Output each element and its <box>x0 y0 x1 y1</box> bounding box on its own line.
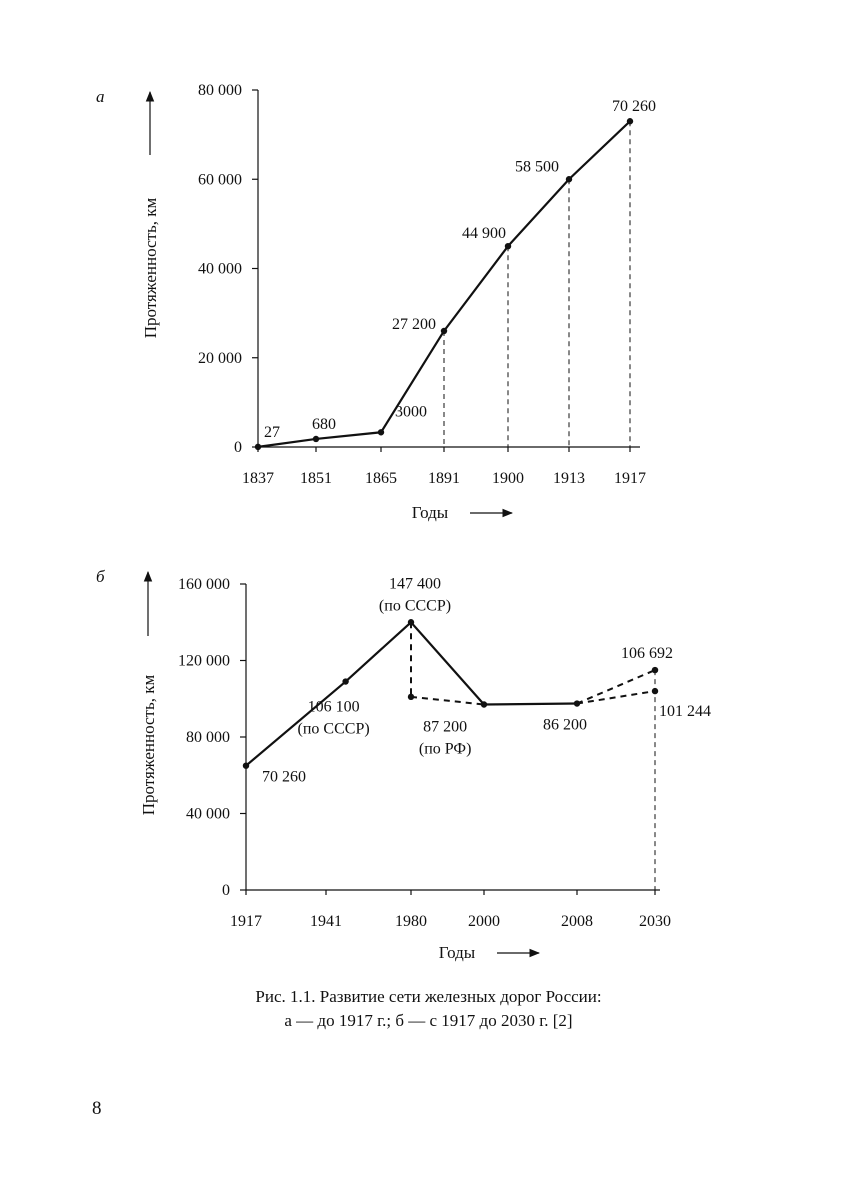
x-tick-label-a: 1891 <box>428 470 460 487</box>
data-point-a <box>440 327 448 335</box>
page-number: 8 <box>92 1098 102 1119</box>
data-point-b <box>573 700 581 707</box>
y-tick-label-b: 120 000 <box>178 653 230 670</box>
y-tick-label-b: 0 <box>222 882 230 899</box>
y-tick-label-b: 80 000 <box>186 729 230 746</box>
caption-line-2: а — до 1917 г.; б — с 1917 до 2030 г. [2… <box>284 1011 573 1030</box>
panel-label-a: а <box>96 87 105 106</box>
data-label-a: 3000 <box>395 403 427 420</box>
x-tick-label-a: 1900 <box>492 470 524 487</box>
x-tick-label-b: 1980 <box>395 913 427 930</box>
x-axis-title-a: Годы <box>412 503 449 522</box>
series-line-b <box>576 669 656 705</box>
annotation-b: 86 200 <box>543 717 587 734</box>
annotation-b: 147 400 <box>389 575 441 592</box>
x-tick-label-a: 1851 <box>300 470 332 487</box>
x-tick-label-a: 1917 <box>614 470 646 487</box>
annotation-b: (по СССР) <box>298 721 370 738</box>
annotation-b: (по РФ) <box>419 740 471 757</box>
x-axis-title-b: Годы <box>439 943 476 962</box>
data-label-a: 680 <box>312 416 336 433</box>
data-label-a: 58 500 <box>515 158 559 175</box>
data-point-a <box>626 118 634 125</box>
caption-line-1: Рис. 1.1. Развитие сети железных дорог Р… <box>255 987 602 1006</box>
x-tick-label-a: 1865 <box>365 470 397 487</box>
data-label-a: 44 900 <box>462 225 506 242</box>
data-point-a <box>312 435 320 443</box>
y-tick-label-a: 20 000 <box>198 350 242 367</box>
x-tick-label-a: 1837 <box>242 470 274 487</box>
data-point-b <box>480 701 488 708</box>
annotation-b: 106 100 <box>308 699 360 716</box>
panel-label-b: б <box>96 567 105 586</box>
data-point-b <box>651 666 659 674</box>
data-point-b <box>651 687 659 695</box>
series-line-b <box>410 695 485 706</box>
figure-caption: Рис. 1.1. Развитие сети железных дорог Р… <box>0 985 857 1033</box>
x-tick-label-b: 2030 <box>639 913 671 930</box>
data-point-b <box>407 619 415 626</box>
data-label-a: 70 260 <box>612 98 656 115</box>
y-tick-label-a: 60 000 <box>198 171 242 188</box>
x-tick-label-a: 1913 <box>553 470 585 487</box>
chart-a: а 0 20 000 40 000 60 000 80 000 1837 1851 1865 18… <box>96 82 656 522</box>
x-tick-label-b: 1941 <box>310 913 342 930</box>
y-tick-label-b: 40 000 <box>186 806 230 823</box>
y-axis-title-b: Протяженность, км <box>139 675 158 816</box>
annotation-b: 87 200 <box>423 718 467 735</box>
x-tick-label-b: 2000 <box>468 913 500 930</box>
x-tick-label-b: 1917 <box>230 913 262 930</box>
y-tick-label-a: 80 000 <box>198 82 242 99</box>
annotation-b: 101 244 <box>659 703 711 720</box>
y-axis-title-a: Протяженность, км <box>141 198 160 339</box>
series-line-b <box>576 690 656 705</box>
annotation-b: 106 692 <box>621 645 673 662</box>
x-tick-label-b: 2008 <box>561 913 593 930</box>
data-point-b <box>407 693 415 701</box>
data-label-a: 27 <box>264 424 280 441</box>
data-point-b <box>342 678 349 685</box>
y-tick-label-a: 0 <box>234 439 242 456</box>
chart-b: б 0 40 000 80 000 120 000 160 000 1917 1941 1980… <box>96 567 711 962</box>
y-tick-label-b: 160 000 <box>178 576 230 593</box>
data-label-a: 27 200 <box>392 316 436 333</box>
y-tick-label-a: 40 000 <box>198 261 242 278</box>
data-point-a <box>254 443 262 451</box>
data-point-a <box>565 176 573 183</box>
data-point-a <box>377 429 385 436</box>
annotation-b: 70 260 <box>262 769 306 786</box>
data-point-a <box>504 242 512 250</box>
annotation-b: (по СССР) <box>379 597 451 614</box>
data-point-b <box>242 762 250 769</box>
